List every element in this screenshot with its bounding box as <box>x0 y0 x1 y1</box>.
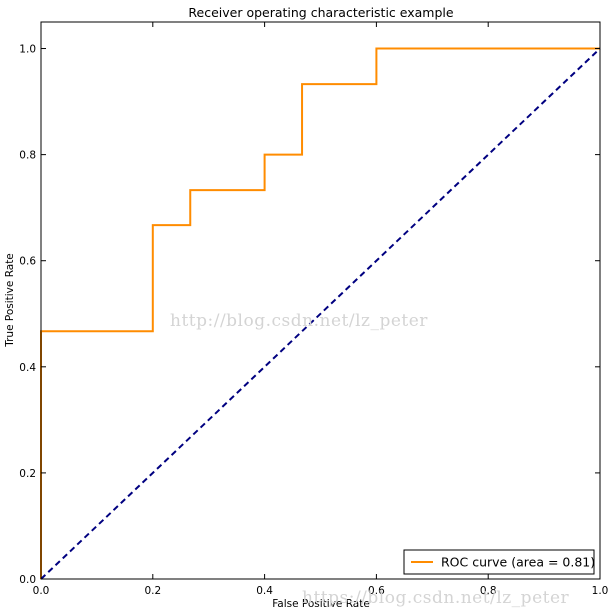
watermark-bottom: https://blog.csdn.net/lz_peter <box>302 588 570 608</box>
y-tick-label: 0.4 <box>19 362 36 374</box>
x-axis-title: False Positive Rate <box>272 598 370 610</box>
y-tick-label: 0.0 <box>19 574 36 586</box>
legend-label: ROC curve (area = 0.81) <box>441 555 595 570</box>
y-tick-label: 0.2 <box>19 468 36 480</box>
x-tick-label: 0.2 <box>144 585 161 597</box>
series-layer <box>40 47 601 580</box>
legend: ROC curve (area = 0.81) <box>403 549 595 575</box>
y-tick-label: 0.6 <box>19 256 36 268</box>
y-tick-label: 1.0 <box>19 44 36 56</box>
chance-diagonal-line <box>40 47 601 580</box>
plot-frame <box>40 21 601 580</box>
ticks-layer: 0.0 0.2 0.4 0.6 0.8 1.0 0.0 0.2 0.4 0.6 0.8 1.0 <box>19 22 608 597</box>
x-tick-label: 0.4 <box>256 585 273 597</box>
x-tick-label: 0.6 <box>368 585 385 597</box>
roc-curve-line <box>40 47 600 579</box>
y-axis-title: True Positive Rate <box>4 253 16 348</box>
chart-title: Receiver operating characteristic exampl… <box>188 5 454 20</box>
watermark-center: http://blog.csdn.net/lz_peter <box>170 311 428 331</box>
y-tick-label: 0.8 <box>19 150 36 162</box>
x-tick-label: 0.0 <box>33 585 50 597</box>
x-tick-label: 1.0 <box>592 585 609 597</box>
x-tick-label: 0.8 <box>480 585 497 597</box>
legend-box <box>403 549 595 575</box>
